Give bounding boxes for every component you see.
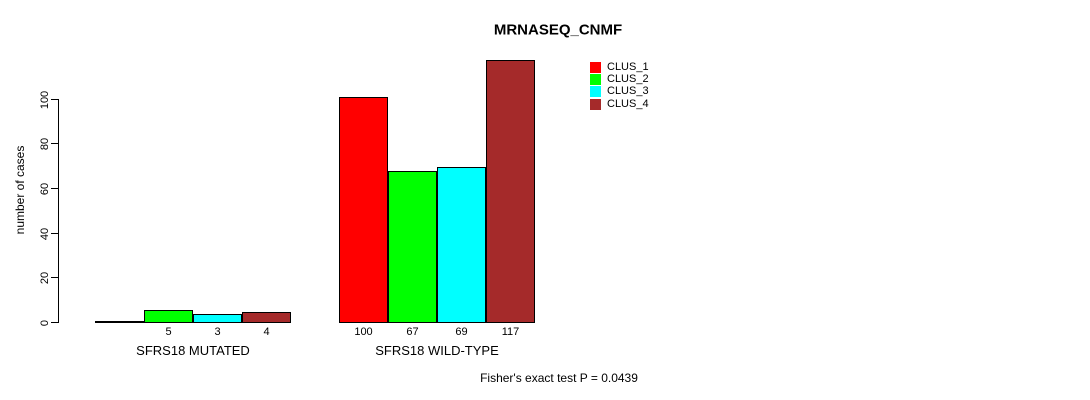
legend-item: CLUS_3 — [590, 86, 649, 98]
legend: CLUS_1 CLUS_2 CLUS_3 CLUS_4 — [590, 61, 649, 111]
chart-title: MRNASEQ_CNMF — [493, 21, 623, 39]
y-axis-tick — [51, 277, 59, 279]
bar-value-label: 69 — [455, 326, 468, 338]
bar-value-label: 100 — [354, 326, 373, 338]
bar — [95, 321, 144, 323]
y-axis-tick-label: 60 — [39, 182, 51, 195]
bar — [486, 60, 535, 323]
annotation-text: Fisher's exact test P = 0.0439 — [480, 371, 638, 385]
legend-swatch-icon — [590, 61, 601, 73]
y-axis-tick — [51, 322, 59, 324]
legend-item: CLUS_1 — [590, 61, 649, 73]
bar — [388, 171, 437, 323]
legend-label: CLUS_2 — [607, 73, 649, 86]
bar — [193, 314, 242, 323]
legend-swatch-icon — [590, 74, 601, 86]
y-axis-tick — [51, 143, 59, 145]
y-axis-tick-label: 0 — [39, 319, 51, 326]
legend-item: CLUS_2 — [590, 73, 649, 86]
category-label: SFRS18 MUTATED — [136, 343, 250, 358]
category-label: SFRS18 WILD-TYPE — [375, 343, 499, 358]
y-axis — [58, 99, 60, 323]
bar-value-label: 3 — [214, 326, 221, 338]
y-axis-tick-label: 80 — [39, 137, 51, 150]
y-axis-tick-label: 40 — [39, 227, 51, 240]
y-axis-tick-label: 100 — [39, 90, 51, 109]
bar — [242, 312, 291, 323]
y-axis-tick — [51, 99, 59, 101]
y-axis-title: number of cases — [13, 145, 27, 235]
legend-swatch-icon — [590, 98, 601, 110]
bar-value-label: 67 — [406, 326, 419, 338]
bar-value-label: 4 — [263, 326, 270, 338]
legend-swatch-icon — [590, 86, 601, 98]
y-axis-tick — [51, 233, 59, 235]
bar-value-label: 5 — [165, 326, 172, 338]
legend-label: CLUS_3 — [607, 85, 649, 98]
y-axis-tick-label: 20 — [39, 271, 51, 284]
legend-item: CLUS_4 — [590, 98, 649, 110]
bar — [437, 167, 486, 323]
bar-value-label: 117 — [501, 326, 520, 338]
y-axis-tick — [51, 188, 59, 190]
legend-label: CLUS_1 — [607, 60, 649, 73]
bar — [339, 97, 388, 323]
legend-label: CLUS_4 — [607, 97, 649, 110]
bar — [144, 310, 193, 323]
